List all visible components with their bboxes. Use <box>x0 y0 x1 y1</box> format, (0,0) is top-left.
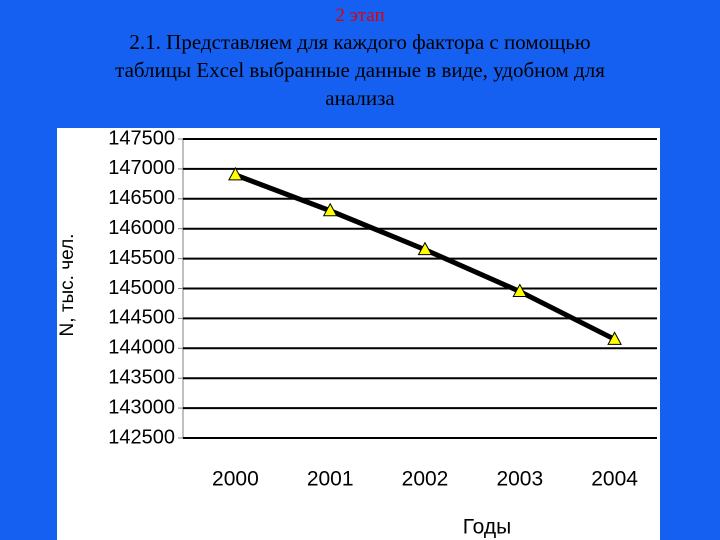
x-tick-label: 2001 <box>307 468 354 491</box>
marker <box>228 166 243 181</box>
y-tick-label: 146000 <box>108 217 175 239</box>
y-tick-label: 143000 <box>108 396 175 418</box>
stage-title: 2 этап <box>335 5 385 26</box>
x-tick-label: 2003 <box>496 468 543 491</box>
y-tick-label: 147500 <box>108 127 175 149</box>
header-line: 2.1. Представляем для каждого фактора с … <box>129 30 591 54</box>
y-tick-label: 145000 <box>108 277 175 299</box>
marker <box>322 202 338 217</box>
y-tick-label: 143500 <box>108 366 175 388</box>
header: 2 этап 2.1. Представляем для каждого фак… <box>0 4 720 112</box>
y-axis-label: N, тыс. чел. <box>57 234 78 337</box>
header-line: анализа <box>325 86 395 110</box>
x-tick-label: 2002 <box>402 468 449 491</box>
y-tick-label: 147000 <box>108 157 175 179</box>
x-tick-label: 2000 <box>212 468 259 491</box>
chart-panel <box>57 128 660 540</box>
x-axis-label: Годы <box>463 516 512 539</box>
y-tick-label: 145500 <box>108 247 175 269</box>
header-line: таблицы Excel выбранные данные в виде, у… <box>115 58 605 82</box>
y-tick-label: 146500 <box>108 187 175 209</box>
y-tick-label: 142500 <box>108 426 175 448</box>
marker <box>417 241 433 256</box>
y-tick-label: 144000 <box>108 337 175 359</box>
y-tick-label: 144500 <box>108 307 175 329</box>
marker <box>607 331 622 345</box>
marker <box>512 283 528 297</box>
x-tick-label: 2004 <box>591 468 638 491</box>
